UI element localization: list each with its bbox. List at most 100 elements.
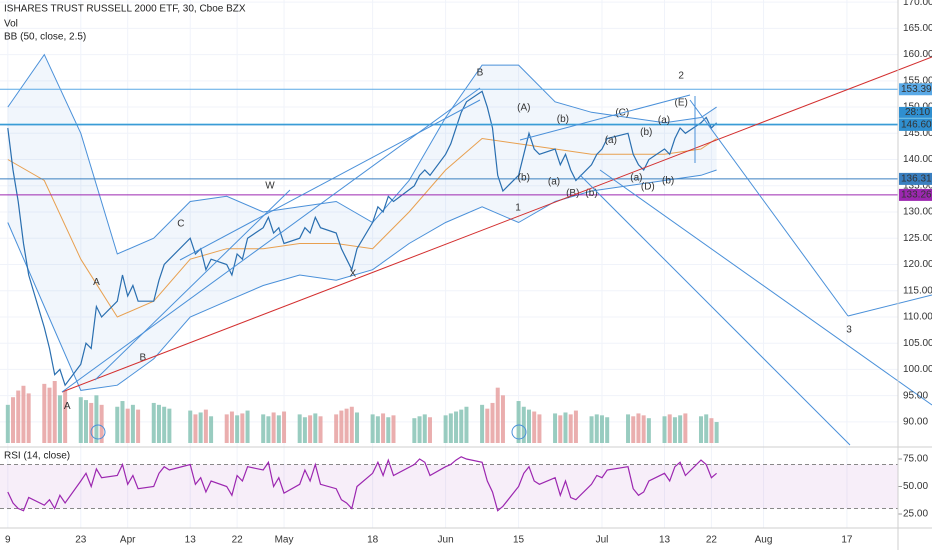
volume-bar	[490, 402, 495, 443]
volume-bar	[83, 400, 88, 443]
volume-bar	[448, 413, 453, 443]
axes: 90.00 95.00 100.00 105.00 110.00 115.00 120.00…	[5, 0, 932, 546]
volume-bar	[203, 409, 208, 443]
volume-bar	[344, 408, 349, 443]
bb-fill	[7, 54, 717, 391]
volume-bar	[266, 416, 271, 443]
y-tick-label: 110.00	[903, 312, 932, 323]
x-tick-label: 23	[75, 535, 87, 546]
wave-label: (a)	[548, 177, 560, 188]
volume-bar	[599, 415, 604, 443]
rsi-tick-label: 75.00	[903, 454, 928, 465]
wave-label: W	[265, 180, 275, 191]
wave-label: (A)	[517, 103, 530, 114]
countdown-box	[899, 106, 932, 118]
series-line	[7, 90, 718, 387]
chart-title: ISHARES TRUST RUSSELL 2000 ETF, 30, Cboe…	[4, 4, 246, 15]
trend-line	[61, 56, 932, 393]
volume-bar	[162, 406, 167, 443]
volume-bar	[381, 413, 386, 443]
volume-bar	[683, 413, 688, 443]
volume-title: Vol	[4, 19, 18, 30]
volume-bar	[271, 412, 276, 443]
level-label: 136.31	[901, 174, 932, 185]
x-tick-label: 13	[659, 535, 671, 546]
volume-bar	[57, 395, 62, 443]
volume-bar	[136, 409, 141, 443]
volume-bar	[370, 414, 375, 443]
wave-label: (E)	[675, 97, 688, 108]
volume-bar	[16, 390, 21, 443]
y-tick-label: 145.00	[903, 128, 932, 139]
volume-bar	[698, 416, 703, 443]
volume-bar	[500, 395, 505, 443]
volume-bar	[626, 414, 631, 443]
volume-bar	[47, 387, 52, 443]
wave-label: B	[477, 68, 484, 79]
volume-bar	[26, 393, 31, 443]
volume-bar	[594, 414, 599, 443]
series-line	[7, 456, 717, 512]
countdown: 28:10	[905, 107, 930, 118]
volume-bar	[553, 413, 558, 443]
volume-bar	[245, 410, 250, 443]
wave-label: (B)	[566, 188, 579, 199]
y-tick-label: 130.00	[903, 207, 932, 218]
volume-bar	[709, 418, 714, 443]
volume-bar	[349, 406, 354, 443]
volume-bar	[198, 412, 203, 443]
volume-bar	[355, 412, 360, 443]
volume-bar	[99, 404, 104, 443]
volume-bar	[240, 413, 245, 443]
volume-bar	[527, 409, 532, 443]
wave-label: A	[64, 401, 71, 412]
wave-label: (a)	[605, 135, 617, 146]
wave-label: C	[177, 219, 184, 230]
volume-bar	[156, 404, 161, 443]
volume-bar	[537, 414, 542, 443]
wave-label: (b)	[518, 173, 530, 184]
volume-bar	[42, 383, 47, 443]
volume-bar	[563, 412, 568, 443]
volume-bar	[318, 416, 323, 443]
level-label-box	[899, 118, 932, 131]
volume-bar	[115, 406, 120, 443]
volume-bar	[386, 417, 391, 443]
rsi-title: RSI (14, close)	[4, 451, 70, 462]
projection-line	[847, 294, 932, 317]
volume-bar	[229, 411, 234, 443]
bb-title: BB (50, close, 2.5)	[4, 32, 86, 43]
y-tick-label: 95.00	[903, 390, 928, 401]
wave-label: (a)	[658, 115, 670, 126]
volume-bar	[662, 416, 667, 443]
projection-line	[689, 99, 849, 317]
channel-line	[61, 87, 481, 393]
wave-marker	[90, 424, 106, 440]
x-tick-label: 15	[513, 535, 525, 546]
volume-bar	[495, 387, 500, 443]
y-tick-label: 120.00	[903, 259, 932, 270]
y-tick-label: 155.00	[903, 75, 932, 86]
volume-bar	[568, 414, 573, 443]
volume-bar	[412, 418, 417, 443]
wave-label: (b)	[662, 176, 674, 187]
wave-label: (b)	[640, 127, 652, 138]
volume-bar	[313, 413, 318, 443]
x-tick-label: 17	[841, 535, 853, 546]
volume-bar	[167, 408, 172, 443]
volume-bar	[308, 415, 313, 443]
rsi-tick-label: 50.00	[903, 481, 928, 492]
y-tick-label: 105.00	[903, 338, 932, 349]
level-label: 146.60	[901, 120, 932, 131]
channel-line	[519, 94, 691, 141]
volume-bar	[21, 385, 26, 443]
y-tick-label: 170.00	[903, 0, 932, 8]
y-tick-label: 165.00	[903, 23, 932, 34]
volume-bar	[521, 406, 526, 443]
volume-bar	[224, 414, 229, 443]
volume-bar	[678, 415, 683, 443]
volume-bar	[672, 417, 677, 443]
volume-bar	[459, 409, 464, 443]
wave-label: (D)	[641, 181, 655, 192]
